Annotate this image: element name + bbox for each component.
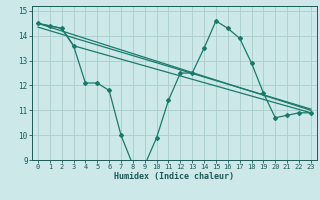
X-axis label: Humidex (Indice chaleur): Humidex (Indice chaleur) xyxy=(115,172,234,181)
